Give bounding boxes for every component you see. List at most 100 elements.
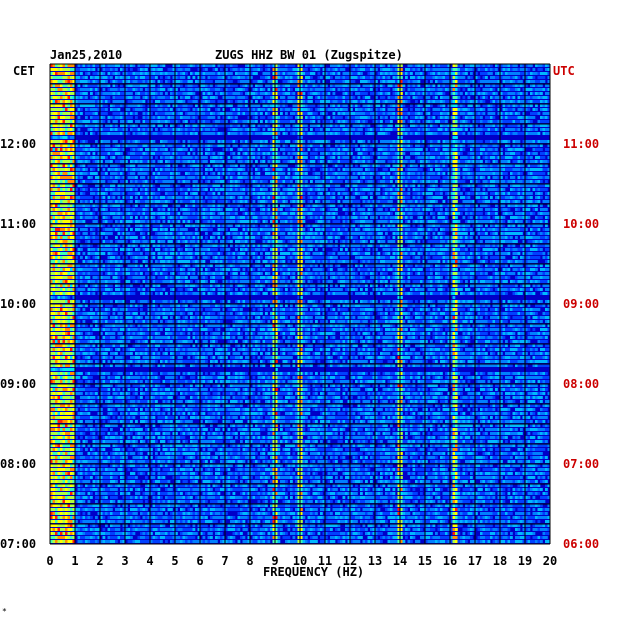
spectrogram-cell (103, 92, 106, 95)
spectrogram-cell (60, 148, 63, 151)
spectrogram-cell (230, 92, 233, 95)
spectrogram-cell (318, 80, 321, 83)
spectrogram-cell (255, 72, 258, 75)
spectrogram-cell (263, 180, 266, 183)
spectrogram-cell (110, 88, 113, 91)
spectrogram-cell (85, 68, 88, 71)
spectrogram-cell (533, 68, 536, 71)
spectrogram-cell (370, 172, 373, 175)
spectrogram-cell (93, 172, 96, 175)
spectrogram-cell (388, 76, 391, 79)
spectrogram-cell (510, 112, 513, 115)
spectrogram-cell (233, 168, 236, 171)
spectrogram-cell (363, 140, 366, 143)
spectrogram-cell (508, 72, 511, 75)
spectrogram-cell (210, 112, 213, 115)
spectrogram-cell (478, 80, 481, 83)
spectrogram-cell (220, 68, 223, 71)
spectrogram-cell (455, 68, 458, 71)
spectrogram-cell (358, 128, 361, 131)
spectrogram-cell (430, 88, 433, 91)
spectrogram-cell (140, 168, 143, 171)
spectrogram-cell (143, 180, 146, 183)
spectrogram-cell (303, 100, 306, 103)
spectrogram-cell (265, 72, 268, 75)
spectrogram-cell (83, 96, 86, 99)
spectrogram-cell (440, 120, 443, 123)
spectrogram-cell (145, 140, 148, 143)
spectrogram-cell (65, 140, 68, 143)
spectrogram-cell (333, 116, 336, 119)
spectrogram-cell (483, 108, 486, 111)
spectrogram-cell (485, 140, 488, 143)
spectrogram-cell (140, 132, 143, 135)
spectrogram-cell (318, 148, 321, 151)
spectrogram-cell (95, 116, 98, 119)
spectrogram-cell (355, 108, 358, 111)
spectrogram-cell (385, 88, 388, 91)
spectrogram-cell (120, 76, 123, 79)
spectrogram-cell (240, 88, 243, 91)
spectrogram-cell (545, 108, 548, 111)
spectrogram-cell (463, 132, 466, 135)
spectrogram-cell (235, 108, 238, 111)
spectrogram-cell (78, 88, 81, 91)
spectrogram-cell (490, 172, 493, 175)
spectrogram-cell (290, 120, 293, 123)
spectrogram-cell (390, 96, 393, 99)
spectrogram-cell (90, 172, 93, 175)
spectrogram-cell (388, 176, 391, 179)
spectrogram-cell (318, 76, 321, 79)
spectrogram-cell (143, 116, 146, 119)
spectrogram-cell (340, 180, 343, 183)
spectrogram-cell (370, 176, 373, 179)
spectrogram-cell (165, 156, 168, 159)
spectrogram-cell (145, 148, 148, 151)
spectrogram-cell (430, 68, 433, 71)
spectrogram-cell (243, 140, 246, 143)
spectrogram-cell (70, 72, 73, 75)
spectrogram-cell (333, 100, 336, 103)
spectrogram-cell (518, 160, 521, 163)
spectrogram-cell (165, 160, 168, 163)
spectrogram-cell (488, 120, 491, 123)
spectrogram-cell (195, 180, 198, 183)
spectrogram-cell (508, 108, 511, 111)
spectrogram-cell (443, 76, 446, 79)
spectrogram-cell (365, 80, 368, 83)
spectrogram-cell (103, 80, 106, 83)
spectrogram-cell (293, 100, 296, 103)
spectrogram-cell (535, 148, 538, 151)
spectrogram-cell (188, 76, 191, 79)
spectrogram-cell (158, 108, 161, 111)
spectrogram-cell (530, 72, 533, 75)
spectrogram-cell (485, 92, 488, 95)
spectrogram-cell (318, 176, 321, 179)
spectrogram-cell (363, 148, 366, 151)
spectrogram-cell (90, 100, 93, 103)
spectrogram-cell (78, 100, 81, 103)
spectrogram-cell (345, 148, 348, 151)
spectrogram-cell (518, 116, 521, 119)
spectrogram-cell (383, 152, 386, 155)
spectrogram-cell (418, 168, 421, 171)
spectrogram-cell (280, 100, 283, 103)
spectrogram-cell (110, 128, 113, 131)
spectrogram-cell (70, 132, 73, 135)
spectrogram-cell (410, 120, 413, 123)
spectrogram-cell (343, 156, 346, 159)
spectrogram-cell (353, 100, 356, 103)
spectrogram-cell (65, 128, 68, 131)
spectrogram-cell (460, 120, 463, 123)
spectrogram-cell (490, 168, 493, 171)
spectrogram-cell (265, 108, 268, 111)
spectrogram-cell (395, 172, 398, 175)
spectrogram-cell (213, 176, 216, 179)
spectrogram-cell (238, 176, 241, 179)
spectrogram-cell (268, 88, 271, 91)
spectrogram-cell (508, 76, 511, 79)
spectrogram-cell (68, 120, 71, 123)
spectrogram-cell (345, 108, 348, 111)
spectrogram-cell (345, 180, 348, 183)
spectrogram-cell (288, 68, 291, 71)
